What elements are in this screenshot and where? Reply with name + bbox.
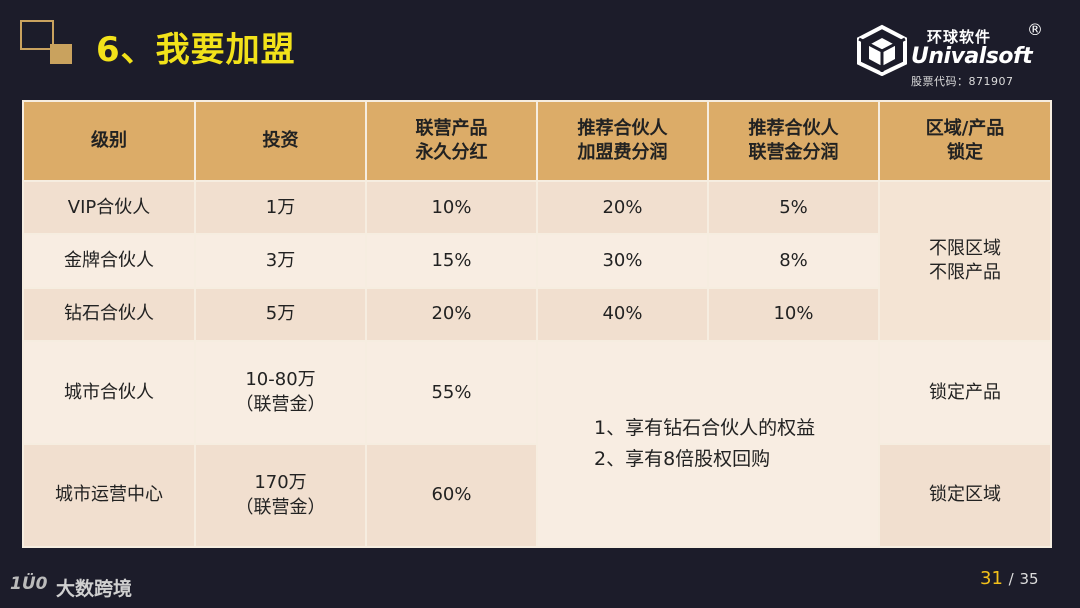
cell-fee-share: 20%: [536, 179, 709, 236]
table-row: 城市合伙人 10-80万 （联营金） 55% 1、享有钻石合伙人的权益 2、享有8…: [22, 340, 1052, 548]
table-row: 城市运营中心 170万 （联营金） 60% 锁定区域: [22, 443, 1052, 548]
page-title: 6、我要加盟: [96, 30, 296, 70]
cell-fund-share: 5%: [707, 179, 880, 236]
stock-code: 股票代码：871907: [911, 75, 1014, 88]
cell-investment: 5万: [194, 286, 367, 343]
table-row: 金牌合伙人 3万 15% 30% 8%: [22, 233, 1051, 289]
cell-region-lock-unlimited: 不限区域 不限产品: [878, 179, 1052, 343]
cell-dividend: 10%: [365, 179, 538, 236]
cell-benefit-notes: 1、享有钻石合伙人的权益 2、享有8倍股权回购: [536, 340, 880, 548]
cell-dividend: 15%: [365, 233, 538, 289]
deco-square-filled: [50, 44, 72, 64]
cell-level: 城市合伙人: [22, 340, 196, 446]
cell-region-lock-product: 锁定产品: [878, 340, 1052, 446]
franchise-table: 级别 投资 联营产品 永久分红 推荐合伙人 加盟费分润 推荐合伙人 联营金分润 区域/…: [22, 100, 1052, 548]
header-dividend: 联营产品 永久分红: [365, 100, 538, 182]
logo-name-en: Univalsoft: [911, 44, 1033, 69]
deco-square-outline: [20, 20, 54, 50]
benefit-note: 1、享有钻石合伙人的权益: [594, 416, 816, 439]
registered-mark: ®: [1027, 20, 1043, 39]
cell-dividend: 55%: [365, 340, 538, 446]
cell-fund-share: 8%: [707, 233, 880, 289]
cell-investment: 3万: [194, 233, 367, 289]
cell-dividend: 60%: [365, 443, 538, 548]
table-header-row: 级别 投资 联营产品 永久分红 推荐合伙人 加盟费分润 推荐合伙人 联营金分润 区域/…: [22, 100, 1052, 182]
cube-logo-icon: [857, 24, 907, 76]
page-total: 35: [1019, 570, 1039, 588]
header-fund-share: 推荐合伙人 联营金分润: [707, 100, 880, 182]
company-logo: 环球软件 ® Univalsoft 股票代码：871907: [855, 20, 1055, 92]
header-region-lock: 区域/产品 锁定: [878, 100, 1052, 182]
page-separator: /: [1008, 570, 1014, 588]
cell-investment: 1万: [194, 179, 367, 236]
cell-fund-share: 10%: [707, 286, 880, 343]
page-current: 31: [980, 568, 1003, 589]
header-level: 级别: [22, 100, 196, 182]
header-investment: 投资: [194, 100, 367, 182]
cell-level: 金牌合伙人: [22, 233, 196, 289]
brand-text: 大数跨境: [56, 578, 133, 600]
cell-level: VIP合伙人: [22, 179, 196, 236]
table-row: 钻石合伙人 5万 20% 40% 10%: [22, 286, 1051, 343]
cell-investment: 170万 （联营金）: [194, 443, 367, 548]
cell-region-lock-region: 锁定区域: [878, 443, 1052, 548]
cell-level: 钻石合伙人: [22, 286, 196, 343]
brand-mark-icon: 1Ü0: [10, 574, 48, 594]
cell-dividend: 20%: [365, 286, 538, 343]
cell-fee-share: 30%: [536, 233, 709, 289]
header-fee-share: 推荐合伙人 加盟费分润: [536, 100, 709, 182]
cell-investment: 10-80万 （联营金）: [194, 340, 367, 446]
cell-fee-share: 40%: [536, 286, 709, 343]
cell-level: 城市运营中心: [22, 443, 196, 548]
logo-name-cn: 环球软件: [927, 28, 992, 46]
footer-brand: 1Ü0 大数跨境: [10, 572, 160, 602]
benefit-note: 2、享有8倍股权回购: [594, 448, 771, 471]
title-decoration: [20, 20, 74, 66]
page-number: 31 / 35: [980, 568, 1039, 589]
table-row: VIP合伙人 1万 10% 20% 5% 不限区域 不限产品: [22, 179, 1052, 343]
